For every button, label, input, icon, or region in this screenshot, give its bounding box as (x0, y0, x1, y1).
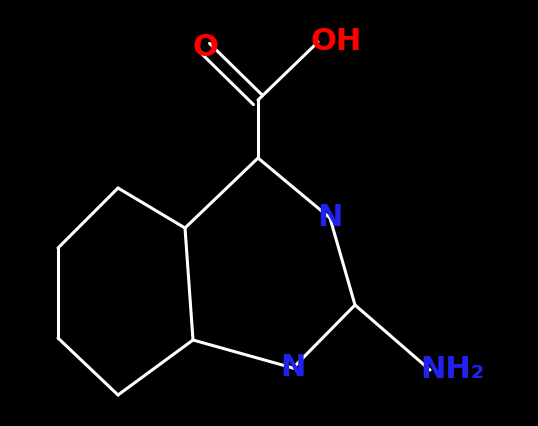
Text: OH: OH (310, 28, 361, 57)
Text: NH₂: NH₂ (420, 356, 484, 385)
Text: N: N (317, 204, 343, 233)
Text: N: N (280, 354, 306, 383)
Text: O: O (192, 34, 218, 63)
